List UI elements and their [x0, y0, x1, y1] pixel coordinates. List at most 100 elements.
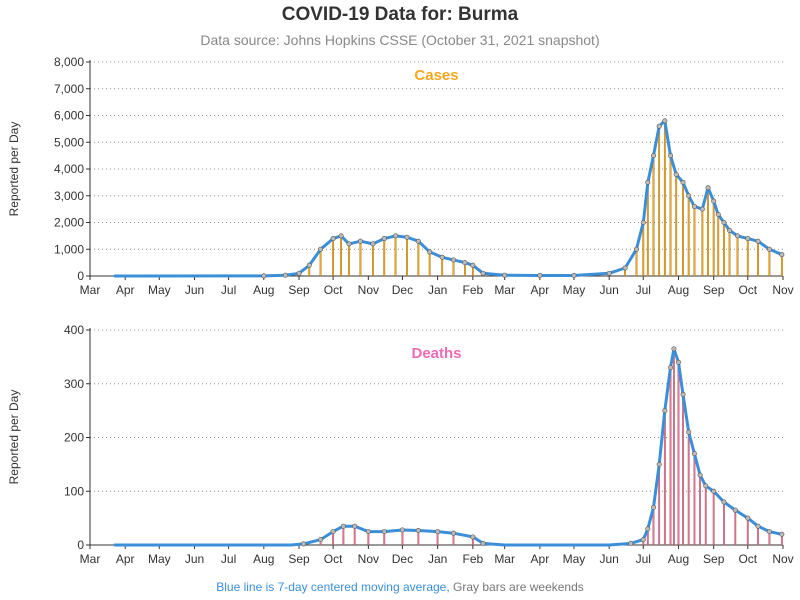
deaths-data-point	[318, 537, 324, 543]
cases-bar	[658, 126, 661, 277]
deaths-bar	[677, 362, 680, 546]
cases-bar	[687, 195, 690, 277]
cases-x-tick-label: Nov	[772, 283, 793, 297]
cases-bar	[359, 241, 362, 277]
deaths-data-point	[650, 504, 656, 510]
cases-data-point	[261, 273, 267, 279]
cases-bar	[712, 200, 715, 277]
cases-data-point	[470, 262, 476, 268]
deaths-x-tick-label: Nov	[772, 552, 793, 566]
deaths-data-point	[668, 365, 674, 371]
cases-data-point	[606, 270, 612, 276]
cases-x-tick-label: May	[148, 283, 171, 297]
cases-data-point	[633, 246, 639, 252]
deaths-data-point	[301, 541, 307, 547]
deaths-data-point	[711, 488, 717, 494]
deaths-x-tick-label: Dec	[392, 552, 413, 566]
cases-x-tick-label: Oct	[324, 283, 343, 297]
deaths-y-tick-label: 200	[64, 431, 84, 445]
cases-x-tick-label: Jun	[185, 283, 204, 297]
cases-data-point	[370, 241, 376, 247]
cases-x-tick-label: Mar	[494, 283, 515, 297]
cases-x-tick-label: Aug	[668, 283, 689, 297]
cases-data-point	[346, 241, 352, 247]
deaths-bar	[353, 526, 356, 546]
cases-x-tick-label: Jan	[428, 283, 447, 297]
deaths-bar	[757, 526, 759, 546]
deaths-panel: Deaths Reported per Day 0 100 200 300 400 Mar…	[7, 323, 794, 566]
cases-x-tick-label: Oct	[738, 283, 757, 297]
cases-bar	[717, 214, 720, 277]
deaths-data-point	[365, 529, 371, 535]
deaths-data-point	[721, 499, 727, 505]
deaths-bar	[699, 474, 701, 546]
deaths-data-point	[435, 529, 441, 535]
cases-data-point	[691, 203, 697, 209]
deaths-bar	[693, 453, 696, 546]
cases-data-point	[656, 123, 662, 129]
cases-data-point	[699, 206, 705, 212]
cases-data-point	[330, 236, 336, 242]
cases-data-point	[439, 254, 445, 260]
cases-bar	[417, 241, 420, 277]
cases-data-point	[404, 234, 410, 240]
cases-data-point	[502, 272, 508, 278]
cases-x-tick-label: Jun	[600, 283, 619, 297]
deaths-data-point	[340, 523, 346, 529]
cases-data-point	[571, 272, 577, 278]
deaths-data-point	[381, 529, 387, 535]
deaths-data-point	[766, 529, 772, 535]
deaths-bar	[734, 509, 737, 546]
cases-bar	[675, 174, 678, 277]
cases-bar	[332, 238, 335, 277]
cases-x-tick-label: Mar	[80, 283, 101, 297]
cases-data-point	[735, 233, 741, 239]
cases-data-point	[680, 179, 686, 185]
cases-bar	[340, 235, 342, 277]
cases-data-point	[727, 228, 733, 234]
deaths-y-tick-label: 100	[64, 484, 84, 498]
cases-bar	[682, 182, 684, 277]
cases-y-tick-label: 8,000	[54, 55, 84, 69]
deaths-x-tick-label: Apr	[531, 552, 550, 566]
deaths-data-point	[703, 483, 709, 489]
deaths-data-point	[671, 346, 677, 352]
cases-panel-title: Cases	[414, 67, 458, 84]
cases-data-point	[357, 238, 363, 244]
cases-data-point	[537, 272, 543, 278]
cases-bar	[693, 206, 696, 277]
deaths-data-point	[645, 526, 651, 532]
cases-data-point	[711, 198, 717, 204]
deaths-x-tick-label: Feb	[463, 552, 484, 566]
deaths-x-tick-label: Jun	[185, 552, 204, 566]
cases-data-point	[480, 270, 486, 276]
deaths-moving-average-line	[113, 347, 784, 547]
deaths-x-tick-label: Mar	[494, 552, 515, 566]
deaths-data-point	[352, 523, 358, 529]
deaths-data-point	[480, 540, 486, 546]
cases-bar	[768, 249, 771, 277]
cases-y-tick-label: 6,000	[54, 109, 84, 123]
cases-data-point	[451, 257, 457, 263]
cases-data-point	[318, 246, 324, 252]
chart-footnote: Blue line is 7-day centered moving avera…	[0, 580, 800, 594]
cases-data-point	[338, 233, 344, 239]
deaths-data-point	[697, 472, 703, 478]
deaths-data-point	[330, 529, 336, 535]
deaths-data-point	[415, 527, 421, 533]
deaths-bar	[682, 394, 684, 546]
cases-y-tick-label: 3,000	[54, 189, 84, 203]
cases-y-axis-label: Reported per Day	[7, 122, 21, 217]
deaths-bar	[669, 367, 672, 546]
page-title: COVID-19 Data for: Burma	[281, 4, 519, 25]
deaths-bar	[342, 526, 345, 546]
cases-x-tick-label: Feb	[463, 283, 484, 297]
cases-x-tick-label: Apr	[116, 283, 135, 297]
deaths-data-point	[745, 515, 751, 521]
cases-data-point	[427, 249, 433, 255]
cases-bar	[707, 187, 709, 277]
deaths-x-tick-label: Sep	[288, 552, 310, 566]
footnote-weekends: Gray bars are weekends	[453, 580, 584, 594]
